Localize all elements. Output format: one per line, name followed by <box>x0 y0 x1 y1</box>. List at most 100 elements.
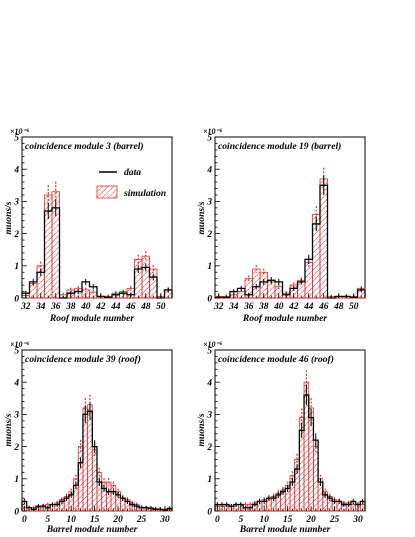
x-tick-label: 50 <box>156 302 166 312</box>
x-axis-label: Roof module number <box>242 313 327 324</box>
plot-frame <box>214 136 366 299</box>
data-histogram <box>21 410 173 511</box>
y-tick-label: 1 <box>14 475 19 485</box>
x-tick-label: 15 <box>283 515 293 525</box>
x-tick-label: 10 <box>260 515 270 525</box>
legend-simulation-swatch <box>96 185 118 199</box>
y-tick-label: 3 <box>206 198 212 208</box>
x-tick-label: 10 <box>67 515 77 525</box>
x-tick-label: 42 <box>288 302 299 312</box>
x-tick-label: 38 <box>258 302 269 312</box>
x-tick-label: 42 <box>95 302 106 312</box>
x-tick-label: 25 <box>329 515 340 525</box>
y-tick-label: 1 <box>14 262 19 272</box>
y-tick-label: 4 <box>206 166 212 176</box>
x-tick-label: 34 <box>35 302 46 312</box>
y-tick-label: 0 <box>14 507 19 517</box>
x-axis-label: Barrel module number <box>239 524 331 535</box>
simulation-bar <box>82 407 89 512</box>
x-tick-label: 36 <box>50 302 61 312</box>
y-tick-label: 5 <box>207 346 212 356</box>
y-ticks: 0 1 2 3 4 5 <box>206 346 220 517</box>
y-tick-label: 1 <box>207 262 212 272</box>
x-tick-label: 20 <box>112 515 123 525</box>
x-tick-label: 20 <box>305 515 316 525</box>
x-tick-label: 32 <box>20 302 31 312</box>
x-axis-label: Barrel module number <box>46 524 138 535</box>
data-histogram <box>214 184 366 299</box>
x-tick-label: 38 <box>65 302 76 312</box>
simulation-error-bars <box>218 167 362 298</box>
data-step-line <box>21 410 173 511</box>
x-ticks: 32 34 36 38 40 42 44 46 48 50 <box>20 293 169 312</box>
y-axis-label: muons/s <box>196 413 207 446</box>
chart-title: coincidence module 3 (barrel) <box>25 141 144 152</box>
chart-title: coincidence module 39 (roof) <box>25 354 141 365</box>
data-step-line <box>21 207 173 299</box>
y-tick-label: 4 <box>206 379 212 389</box>
y-tick-label: 5 <box>14 133 19 143</box>
panel-module-19: ×10⁻⁶ coincidence module 19 (barrel) muo… <box>196 127 366 324</box>
legend-simulation-label: simulation <box>123 188 166 199</box>
y-ticks: 0 1 2 3 4 5 <box>206 133 220 304</box>
x-tick-label: 48 <box>140 302 151 312</box>
y-axis-label: muons/s <box>3 413 14 446</box>
x-tick-label: 34 <box>228 302 239 312</box>
x-ticks: 0 5 10 15 20 25 30 <box>22 506 171 525</box>
panel-module-46: ×10⁻⁶ coincidence module 46 (roof) muons… <box>196 340 366 535</box>
simulation-bar <box>313 446 319 512</box>
y-tick-label: 0 <box>207 507 212 517</box>
x-tick-label: 40 <box>80 302 91 312</box>
simulation-bars <box>214 381 366 512</box>
x-tick-label: 30 <box>159 515 170 525</box>
y-ticks: 0 1 2 3 4 5 <box>13 346 27 517</box>
simulation-bar <box>91 449 98 512</box>
x-axis-label: Roof module number <box>49 313 134 324</box>
y-tick-label: 3 <box>206 411 212 421</box>
simulation-bar <box>252 268 261 299</box>
simulation-bar <box>77 446 84 512</box>
chart-title: coincidence module 19 (barrel) <box>218 141 341 152</box>
legend: data simulation <box>96 167 166 199</box>
y-tick-label: 1 <box>207 475 212 485</box>
x-tick-label: 30 <box>352 515 363 525</box>
x-tick-label: 15 <box>90 515 100 525</box>
data-step-line <box>214 394 366 511</box>
x-tick-label: 36 <box>243 302 254 312</box>
y-tick-label: 0 <box>14 294 19 304</box>
data-step-line <box>214 184 366 299</box>
x-tick-label: 0 <box>22 515 27 525</box>
x-tick-label: 25 <box>136 515 147 525</box>
x-tick-label: 0 <box>215 515 220 525</box>
legend-data-label: data <box>124 167 141 178</box>
y-axis-label: muons/s <box>3 201 14 234</box>
x-tick-label: 5 <box>238 515 243 525</box>
x-tick-label: 46 <box>125 302 136 312</box>
y-ticks: 0 1 2 3 4 5 <box>13 133 27 304</box>
simulation-bar <box>319 178 328 299</box>
y-exponent: ×10⁻⁶ <box>203 127 223 136</box>
x-tick-label: 46 <box>318 302 329 312</box>
y-tick-label: 0 <box>207 294 212 304</box>
x-tick-label: 44 <box>303 302 314 312</box>
data-error-bars <box>218 175 362 298</box>
x-tick-label: 50 <box>349 302 359 312</box>
y-exponent: ×10⁻⁶ <box>203 340 223 349</box>
y-exponent: ×10⁻⁶ <box>10 340 30 349</box>
simulation-bar <box>304 262 313 299</box>
data-histogram <box>21 207 173 299</box>
x-tick-label: 44 <box>110 302 121 312</box>
x-ticks: 32 34 36 38 40 42 44 46 48 50 <box>213 293 362 312</box>
simulation-bars <box>214 178 366 299</box>
x-ticks: 0 5 10 15 20 25 30 <box>215 506 364 525</box>
panel-module-39: ×10⁻⁶ coincidence module 39 (roof) muons… <box>3 340 173 535</box>
simulation-bar <box>149 268 158 299</box>
y-tick-label: 3 <box>13 411 19 421</box>
x-tick-label: 48 <box>333 302 344 312</box>
y-tick-label: 4 <box>13 166 19 176</box>
y-tick-label: 2 <box>206 443 212 453</box>
y-axis-label: muons/s <box>196 201 207 234</box>
y-tick-label: 2 <box>13 443 19 453</box>
simulation-bar <box>105 481 112 512</box>
